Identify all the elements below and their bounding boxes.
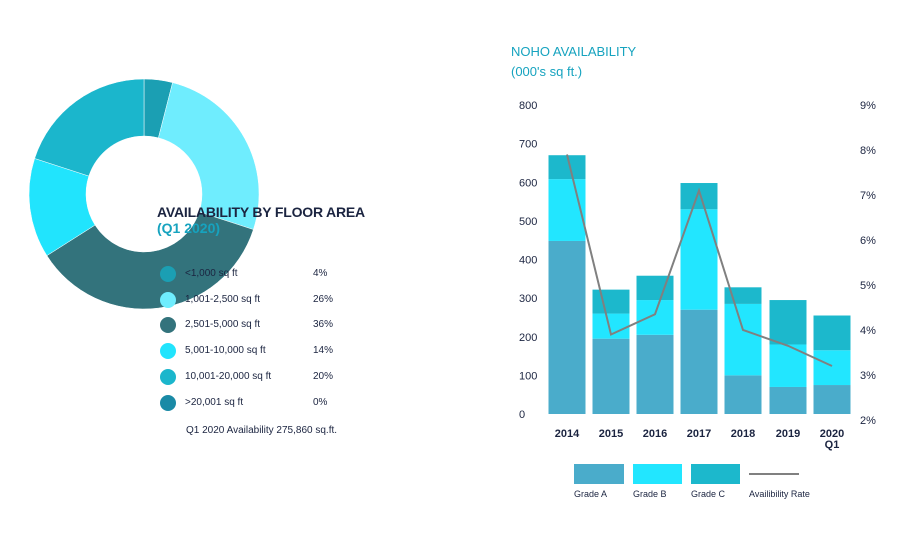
- bar-segment: [548, 179, 586, 241]
- legend-swatch: [633, 464, 682, 484]
- y-tick-label: 800: [519, 100, 537, 112]
- legend-swatch-icon: [160, 369, 176, 385]
- legend-swatch: [574, 464, 624, 484]
- y2-tick-label: 2%: [860, 415, 876, 427]
- bar-segment: [724, 375, 762, 414]
- x-tick-label: 2018: [731, 428, 755, 440]
- legend-percent: 20%: [313, 371, 334, 382]
- y-tick-label: 0: [519, 409, 525, 421]
- legend-percent: 36%: [313, 319, 334, 330]
- donut-slice: [34, 78, 145, 177]
- legend-label: Grade A: [574, 489, 607, 499]
- donut-slice: [158, 82, 260, 230]
- availability-rate-line: [566, 154, 833, 367]
- y2-tick-label: 3%: [860, 370, 876, 382]
- bar-segment: [724, 303, 762, 376]
- bar-segment: [813, 385, 851, 414]
- legend-label: 10,001-20,000 sq ft: [185, 371, 272, 382]
- legend-swatch-icon: [160, 395, 176, 411]
- legend-swatch-icon: [160, 343, 176, 359]
- bar-segment: [636, 334, 674, 414]
- bar-segment: [813, 350, 851, 386]
- legend-label: >20,001 sq ft: [185, 397, 244, 408]
- legend-percent: 0%: [313, 397, 328, 408]
- legend-label: Grade C: [691, 489, 726, 499]
- legend-percent: 26%: [313, 294, 334, 305]
- y-tick-label: 700: [519, 139, 537, 151]
- availability-total-note: Q1 2020 Availability 275,860 sq.ft.: [186, 425, 338, 436]
- bar-segment: [548, 155, 586, 180]
- legend-label: 2,501-5,000 sq ft: [185, 319, 261, 330]
- legend-label: Grade B: [633, 489, 667, 499]
- bar-segment: [769, 386, 807, 414]
- bar-chart-units: (000's sq ft.): [511, 64, 583, 79]
- bar-segment: [680, 309, 718, 414]
- y2-tick-label: 5%: [860, 280, 876, 292]
- legend-swatch-icon: [160, 266, 176, 282]
- legend-percent: 14%: [313, 345, 334, 356]
- x-tick-label: 2020: [820, 428, 844, 440]
- legend-swatch-icon: [160, 292, 176, 308]
- legend-label: 1,001-2,500 sq ft: [185, 294, 261, 305]
- bar-segment: [813, 315, 851, 351]
- y-tick-label: 200: [519, 332, 537, 344]
- donut-slice: [46, 211, 254, 310]
- x-tick-label: 2017: [687, 428, 711, 440]
- y-tick-label: 300: [519, 293, 537, 305]
- bar-segment: [769, 300, 807, 345]
- x-tick-label: 2014: [555, 428, 580, 440]
- x-tick-label: Q1: [825, 439, 840, 451]
- legend-label: 5,001-10,000 sq ft: [185, 345, 266, 356]
- y2-tick-label: 9%: [860, 100, 876, 112]
- x-tick-label: 2019: [776, 428, 800, 440]
- y2-tick-label: 4%: [860, 325, 876, 337]
- y-tick-label: 100: [519, 370, 537, 382]
- y2-tick-label: 8%: [860, 145, 876, 157]
- y-tick-label: 600: [519, 177, 537, 189]
- donut-subtitle: (Q1 2020): [157, 220, 221, 236]
- legend-percent: 4%: [313, 268, 328, 279]
- bar-segment: [592, 338, 630, 414]
- y-tick-label: 400: [519, 255, 537, 267]
- legend-label: Availibility Rate: [749, 489, 810, 499]
- x-tick-label: 2016: [643, 428, 667, 440]
- donut-title: AVAILABILITY BY FLOOR AREA: [157, 204, 365, 220]
- legend-label: <1,000 sq ft: [185, 268, 238, 279]
- y-tick-label: 500: [519, 216, 537, 228]
- bar-segment: [680, 183, 718, 210]
- bar-chart-title: NOHO AVAILABILITY: [511, 44, 637, 59]
- y2-tick-label: 6%: [860, 235, 876, 247]
- legend-swatch: [691, 464, 740, 484]
- bar-segment: [548, 240, 586, 414]
- x-tick-label: 2015: [599, 428, 623, 440]
- y2-tick-label: 7%: [860, 190, 876, 202]
- bar-segment: [592, 289, 630, 314]
- legend-swatch-icon: [160, 317, 176, 333]
- bar-segment: [636, 300, 674, 335]
